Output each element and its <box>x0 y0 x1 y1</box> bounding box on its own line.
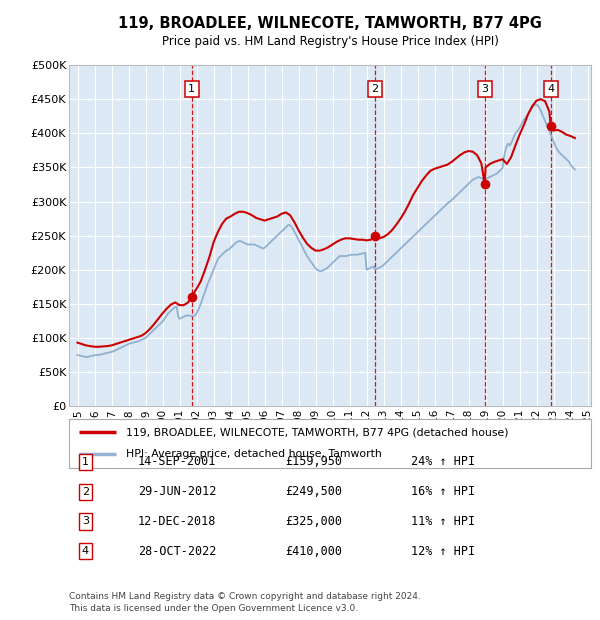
Text: 4: 4 <box>547 84 554 94</box>
Text: £410,000: £410,000 <box>285 545 342 557</box>
Text: 14-SEP-2001: 14-SEP-2001 <box>138 456 217 468</box>
Text: Contains HM Land Registry data © Crown copyright and database right 2024.
This d: Contains HM Land Registry data © Crown c… <box>69 591 421 613</box>
Text: £249,500: £249,500 <box>285 485 342 498</box>
Text: £159,950: £159,950 <box>285 456 342 468</box>
Text: 11% ↑ HPI: 11% ↑ HPI <box>411 515 475 528</box>
Text: 3: 3 <box>481 84 488 94</box>
Text: 119, BROADLEE, WILNECOTE, TAMWORTH, B77 4PG: 119, BROADLEE, WILNECOTE, TAMWORTH, B77 … <box>118 16 542 31</box>
Text: £325,000: £325,000 <box>285 515 342 528</box>
Text: 3: 3 <box>82 516 89 526</box>
Text: 12-DEC-2018: 12-DEC-2018 <box>138 515 217 528</box>
Text: Price paid vs. HM Land Registry's House Price Index (HPI): Price paid vs. HM Land Registry's House … <box>161 35 499 48</box>
Text: 1: 1 <box>188 84 195 94</box>
Text: 12% ↑ HPI: 12% ↑ HPI <box>411 545 475 557</box>
Text: 28-OCT-2022: 28-OCT-2022 <box>138 545 217 557</box>
Text: 29-JUN-2012: 29-JUN-2012 <box>138 485 217 498</box>
Text: 16% ↑ HPI: 16% ↑ HPI <box>411 485 475 498</box>
Text: 4: 4 <box>82 546 89 556</box>
Text: HPI: Average price, detached house, Tamworth: HPI: Average price, detached house, Tamw… <box>127 450 382 459</box>
Text: 24% ↑ HPI: 24% ↑ HPI <box>411 456 475 468</box>
Text: 119, BROADLEE, WILNECOTE, TAMWORTH, B77 4PG (detached house): 119, BROADLEE, WILNECOTE, TAMWORTH, B77 … <box>127 427 509 437</box>
Text: 1: 1 <box>82 457 89 467</box>
Text: 2: 2 <box>371 84 379 94</box>
Text: 2: 2 <box>82 487 89 497</box>
